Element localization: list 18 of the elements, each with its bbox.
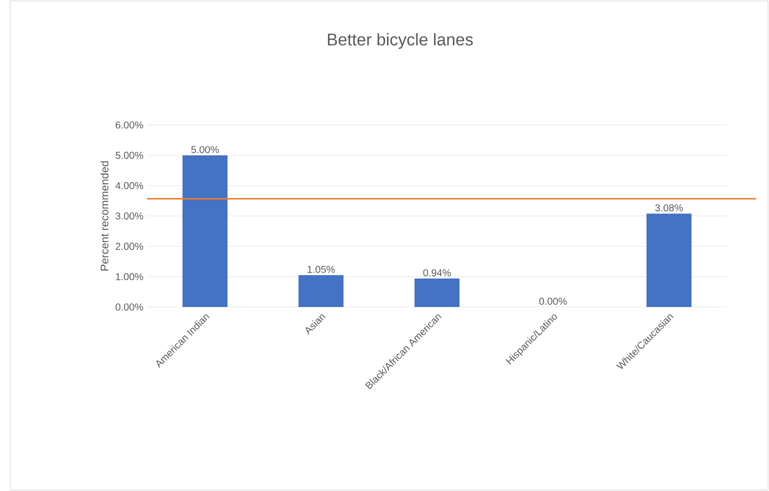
- y-tick-label: 2.00%: [116, 242, 144, 250]
- y-tick-label: 5.00%: [116, 152, 144, 159]
- data-label: 0.94%: [423, 269, 451, 276]
- bar: [414, 278, 460, 307]
- y-tick-label: 4.00%: [115, 182, 144, 190]
- data-label: 5.00%: [191, 146, 219, 154]
- y-tick-label: 1.00%: [116, 273, 144, 280]
- data-label: 0.00%: [539, 298, 567, 305]
- bar: [182, 155, 228, 307]
- y-tick-label: 3.00%: [116, 212, 144, 220]
- data-label: 1.05%: [308, 266, 335, 273]
- y-tick-label: 0.00%: [116, 303, 144, 311]
- bar: [298, 275, 344, 307]
- chart-title: Better bicycle lanes: [328, 33, 473, 49]
- y-axis-title: Percent recommended: [100, 161, 108, 271]
- y-tick-label: 6.00%: [116, 121, 144, 129]
- bar: [646, 214, 692, 307]
- data-label: 3.08%: [655, 204, 683, 212]
